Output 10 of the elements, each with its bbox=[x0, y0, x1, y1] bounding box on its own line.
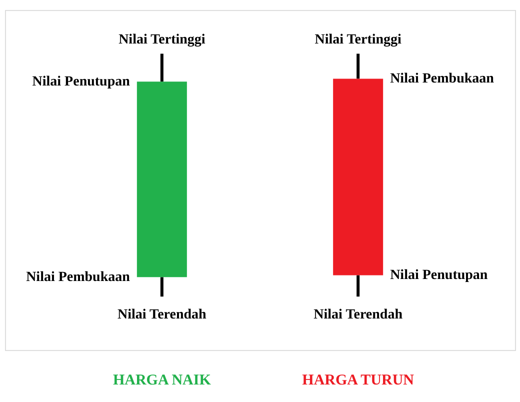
annotation: Nilai Penutupan bbox=[390, 268, 488, 284]
annotation: Nilai Terendah bbox=[118, 308, 207, 323]
annotation: Nilai Penutupan bbox=[32, 74, 130, 90]
annotation: Nilai Tertinggi bbox=[118, 32, 206, 48]
x-tick-label: HARGA TURUN bbox=[302, 372, 414, 388]
annotation: Nilai Pembukaan bbox=[390, 72, 494, 87]
annotation: Nilai Pembukaan bbox=[26, 270, 130, 286]
x-tick-label: HARGA NAIK bbox=[112, 372, 212, 388]
annotation: Nilai Tertinggi bbox=[314, 32, 402, 48]
annotation: Nilai Terendah bbox=[314, 308, 403, 323]
